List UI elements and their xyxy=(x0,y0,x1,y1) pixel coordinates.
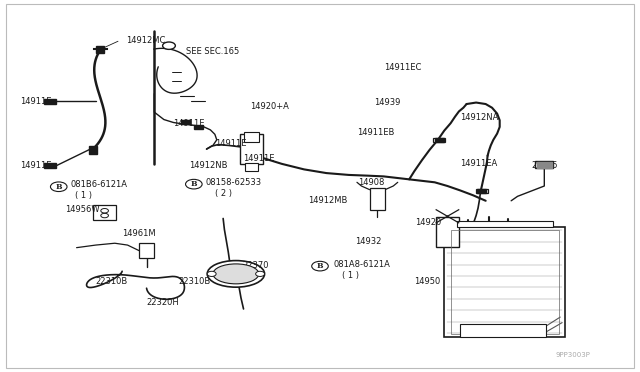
Circle shape xyxy=(186,179,202,189)
Bar xyxy=(44,99,56,104)
Text: 14956W: 14956W xyxy=(65,205,100,215)
Text: 14939: 14939 xyxy=(374,99,401,108)
Text: SEE SEC.165: SEE SEC.165 xyxy=(186,47,239,56)
Text: 081A8-6121A: 081A8-6121A xyxy=(333,260,390,269)
Circle shape xyxy=(100,209,108,213)
Bar xyxy=(476,189,488,193)
Text: B: B xyxy=(191,180,197,188)
Text: 14911E: 14911E xyxy=(215,139,246,148)
Text: ( 1 ): ( 1 ) xyxy=(342,271,359,280)
Bar xyxy=(370,188,385,210)
Circle shape xyxy=(51,182,67,192)
Circle shape xyxy=(163,42,175,49)
Bar xyxy=(460,324,546,337)
Text: 14912MC: 14912MC xyxy=(125,36,165,45)
Bar xyxy=(139,243,154,258)
Circle shape xyxy=(100,213,108,218)
Bar xyxy=(44,163,56,168)
Circle shape xyxy=(207,271,216,276)
Text: B: B xyxy=(56,183,62,191)
Text: 14911EB: 14911EB xyxy=(357,128,394,137)
Text: 14911E: 14911E xyxy=(173,119,205,128)
FancyBboxPatch shape xyxy=(6,4,634,368)
Text: B: B xyxy=(317,262,323,270)
Ellipse shape xyxy=(213,264,259,284)
Bar xyxy=(93,205,116,220)
Text: 14912MB: 14912MB xyxy=(308,196,348,205)
Bar xyxy=(536,161,553,168)
Ellipse shape xyxy=(207,260,264,287)
Bar xyxy=(433,138,445,142)
Text: 14911E: 14911E xyxy=(20,161,52,170)
Text: 14908: 14908 xyxy=(358,178,385,187)
Text: ( 1 ): ( 1 ) xyxy=(75,191,92,200)
Text: 14932: 14932 xyxy=(355,237,381,246)
Bar xyxy=(435,138,444,142)
Text: 14911E: 14911E xyxy=(20,97,52,106)
Text: 14912NB: 14912NB xyxy=(189,161,228,170)
Circle shape xyxy=(312,261,328,271)
Text: 14911EA: 14911EA xyxy=(460,159,497,169)
Bar xyxy=(457,221,552,227)
Text: 22320H: 22320H xyxy=(147,298,179,307)
Text: 08158-62533: 08158-62533 xyxy=(206,178,262,187)
Bar xyxy=(537,161,552,167)
Text: 22310B: 22310B xyxy=(179,278,211,286)
Text: 14920+A: 14920+A xyxy=(250,102,289,111)
Text: 22365: 22365 xyxy=(532,161,558,170)
Text: 14950: 14950 xyxy=(414,278,440,286)
Text: 9PP3003P: 9PP3003P xyxy=(556,352,591,358)
Bar xyxy=(245,163,257,171)
Text: ( 2 ): ( 2 ) xyxy=(215,189,232,198)
Bar xyxy=(244,132,259,142)
Text: 22370: 22370 xyxy=(243,261,269,270)
Text: 14911EC: 14911EC xyxy=(384,63,421,72)
Bar xyxy=(451,230,559,334)
Bar xyxy=(90,146,97,154)
Text: 14920: 14920 xyxy=(415,218,442,227)
Bar xyxy=(240,134,262,164)
Text: 14912NA: 14912NA xyxy=(460,113,499,122)
Circle shape xyxy=(255,271,264,276)
Bar xyxy=(181,120,190,124)
Bar xyxy=(477,189,486,193)
Text: 081B6-6121A: 081B6-6121A xyxy=(70,180,127,189)
Bar xyxy=(97,46,104,53)
FancyBboxPatch shape xyxy=(444,227,565,337)
Bar xyxy=(436,217,459,247)
Text: 14961M: 14961M xyxy=(122,230,156,238)
Bar xyxy=(194,125,203,129)
Text: 22310B: 22310B xyxy=(96,278,128,286)
Text: 14911E: 14911E xyxy=(244,154,275,163)
